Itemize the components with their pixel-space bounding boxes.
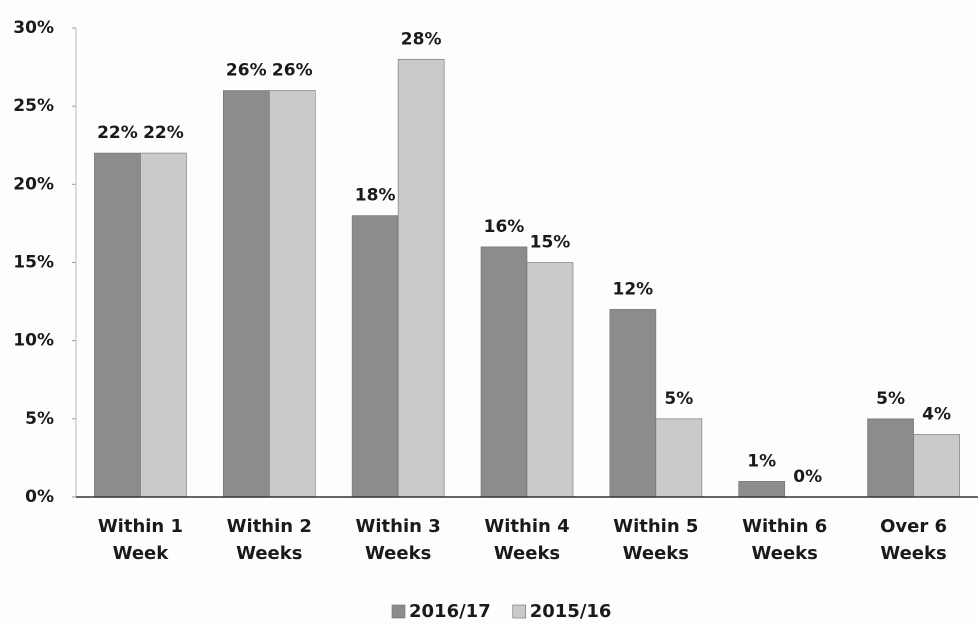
data-label: 12%: [613, 279, 654, 299]
data-label: 5%: [876, 389, 905, 409]
bar: [738, 481, 786, 498]
y-tick-label: 10%: [13, 331, 54, 351]
bar: [480, 246, 528, 498]
data-label: 22%: [143, 123, 184, 143]
bar: [94, 152, 141, 498]
data-label: 1%: [747, 451, 776, 471]
bar: [867, 418, 914, 498]
y-tick-label: 25%: [13, 96, 54, 116]
data-label: 16%: [484, 217, 525, 237]
x-tick-label: Within 5 Weeks: [613, 516, 699, 564]
data-label: 0%: [793, 467, 822, 487]
data-label: 26%: [226, 61, 267, 81]
y-tick-label: 20%: [13, 174, 54, 194]
legend-label: 2016/17: [409, 601, 491, 622]
data-label: 26%: [272, 61, 313, 81]
x-tick-label: Within 2 Weeks: [226, 516, 312, 564]
data-label: 22%: [97, 123, 138, 143]
y-tick-label: 30%: [13, 18, 54, 38]
bar: [140, 152, 187, 498]
bar: [913, 434, 960, 498]
data-label: 15%: [530, 233, 571, 253]
x-tick-label: Within 4 Weeks: [484, 516, 570, 564]
y-tick-label: 15%: [13, 253, 54, 273]
data-label: 4%: [922, 404, 951, 424]
data-label: 18%: [355, 186, 396, 206]
legend-swatch: [391, 604, 406, 619]
bar: [397, 58, 445, 498]
data-label: 28%: [401, 29, 442, 49]
x-tick-label: Within 3 Weeks: [355, 516, 441, 564]
y-tick-label: 0%: [25, 487, 54, 507]
bar: [526, 262, 574, 498]
x-tick-label: Within 1 Week: [97, 516, 184, 564]
data-label: 5%: [664, 389, 693, 409]
x-tick-label: Over 6 Weeks: [880, 516, 948, 564]
x-tick-label: Within 6 Weeks: [742, 516, 828, 564]
legend-label: 2015/16: [530, 601, 612, 622]
legend-swatch: [512, 604, 527, 619]
bar: [222, 90, 270, 498]
y-tick-label: 5%: [25, 409, 54, 429]
bar: [609, 309, 657, 498]
bar: [351, 215, 399, 498]
bar: [268, 90, 316, 498]
bar: [655, 418, 703, 498]
